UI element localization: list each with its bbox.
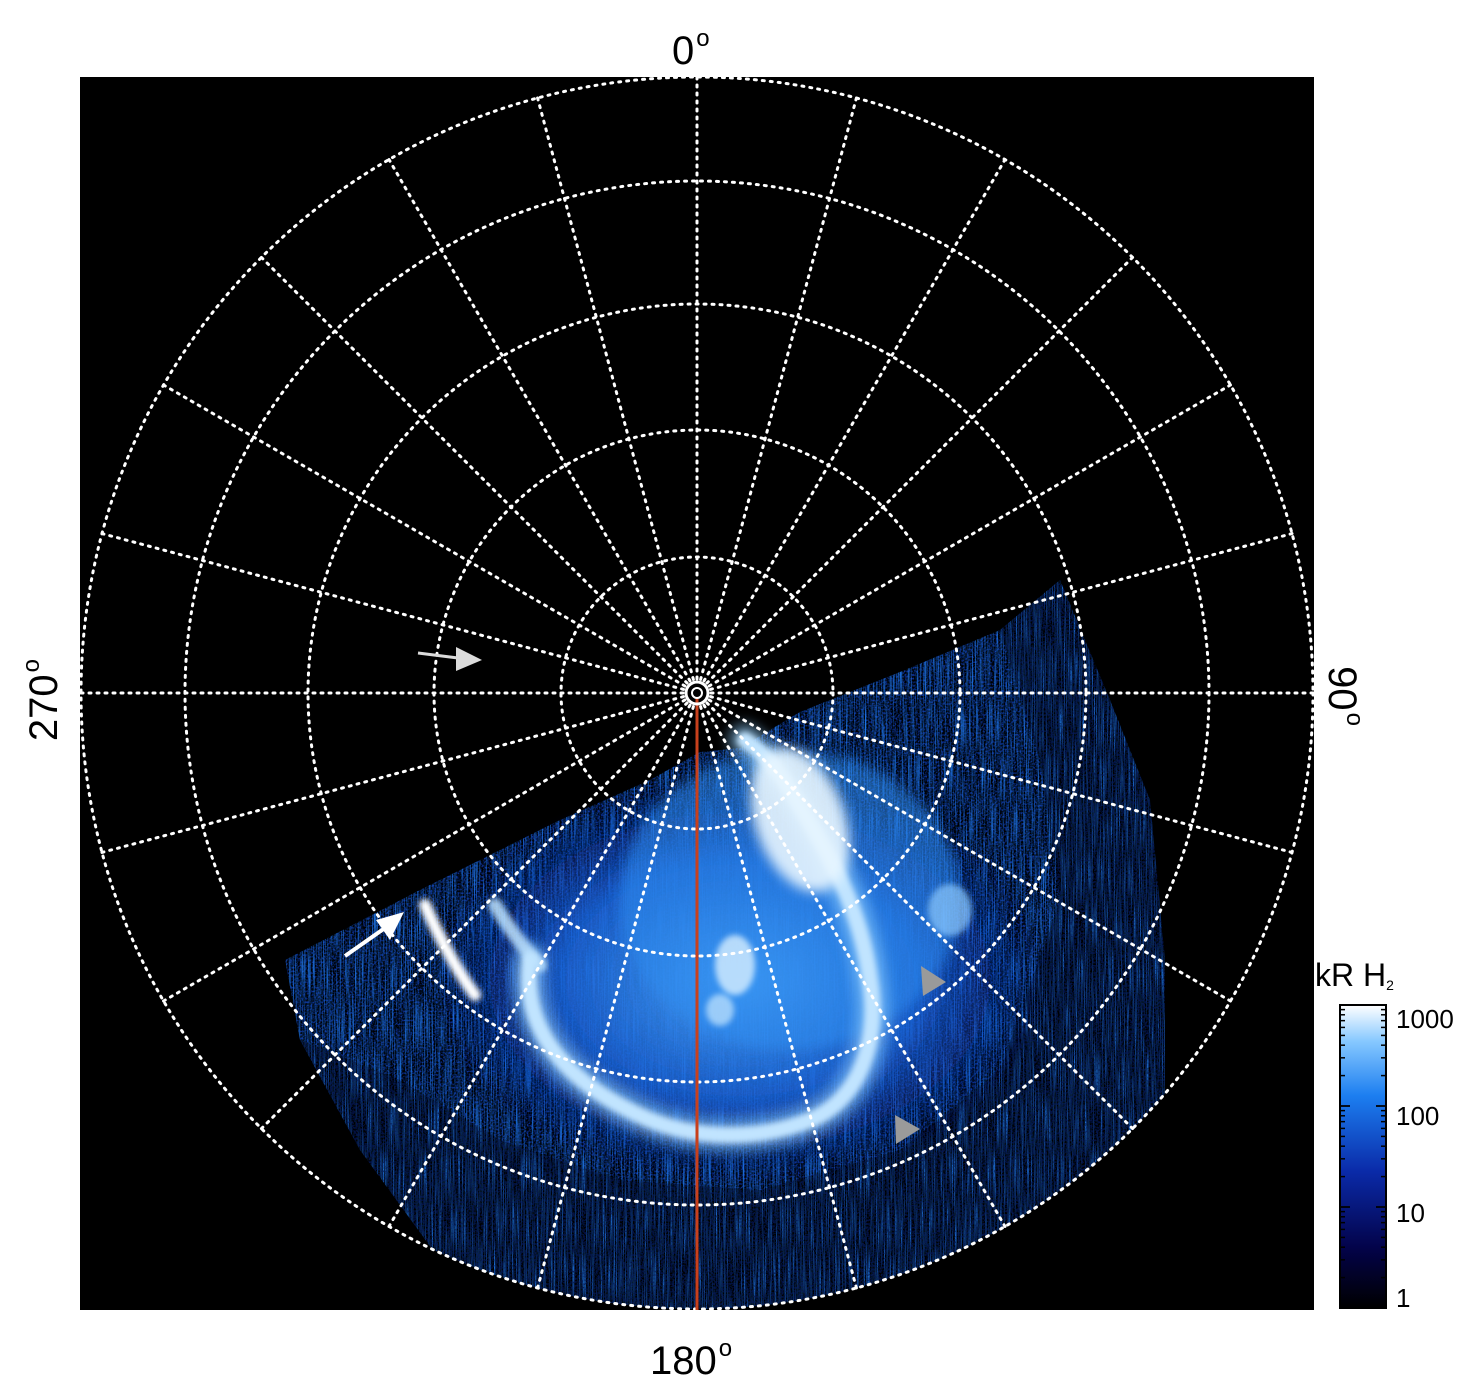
colorbar-title-text: kR H: [1315, 957, 1387, 993]
degree-symbol: o: [696, 25, 710, 52]
colorbar-title-subscript: 2: [1386, 977, 1394, 993]
label-left: 270o: [10, 650, 66, 750]
grey-arrowhead-upper: [921, 966, 946, 996]
auroral-emission-image: [285, 580, 1165, 1309]
colorbar-gradient: [1339, 1004, 1387, 1309]
polar-spot: [715, 935, 755, 995]
polar-spot: [928, 884, 972, 936]
colorbar-tick-label: 1: [1396, 1283, 1411, 1313]
colorbar-tick-label: 100: [1396, 1101, 1440, 1131]
degree-symbol: o: [718, 1335, 733, 1362]
label-right-value: 90: [1320, 666, 1364, 711]
colorbar-tick-label: 1000: [1396, 1004, 1454, 1034]
outer-emission-arc-2: [488, 898, 547, 972]
colorbar-ticks: [1340, 1004, 1386, 1309]
noise-speckle: [300, 580, 1165, 1309]
pole-marker-inner: [691, 687, 703, 699]
light-arrow: [417, 647, 482, 671]
label-top: 0o: [672, 17, 710, 73]
label-top-value: 0: [672, 29, 695, 73]
label-bottom: 180o: [650, 1327, 732, 1383]
label-bottom-value: 180: [650, 1339, 717, 1383]
colorbar: [1339, 1004, 1387, 1309]
grey-arrowhead-lower: [895, 1115, 920, 1144]
label-right: 90o: [1320, 656, 1376, 736]
colorbar-title: kR H2: [1315, 957, 1394, 1003]
label-left-value: 270: [22, 674, 66, 742]
white-arrow: [343, 912, 404, 958]
degree-symbol: o: [18, 658, 45, 673]
outer-emission-arc: [419, 899, 481, 1001]
bright-emission-patch: [750, 747, 850, 893]
pole-marker-outer: [684, 680, 710, 706]
degree-symbol: o: [1341, 712, 1368, 726]
colorbar-tick-label: 10: [1396, 1198, 1425, 1228]
polar-spot: [706, 994, 734, 1026]
